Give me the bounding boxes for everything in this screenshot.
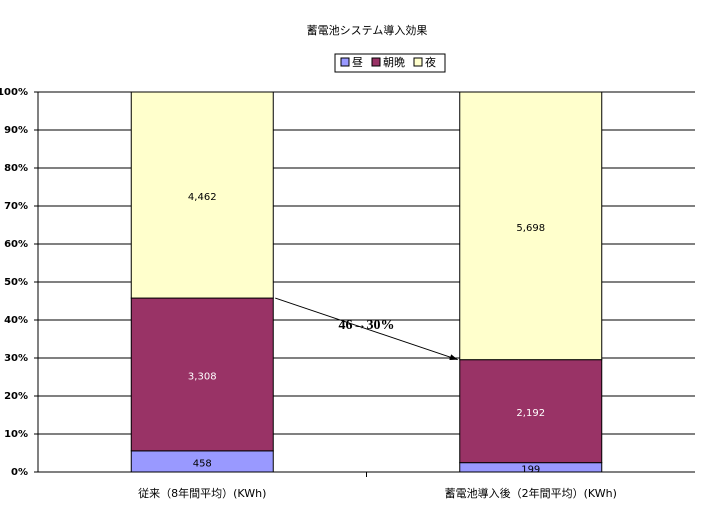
value-label: 4,462	[188, 192, 217, 203]
value-label: 458	[193, 458, 212, 469]
x-tick-label: 従来（8年間平均）(KWh)	[138, 486, 266, 500]
y-tick-label: 10%	[4, 429, 28, 440]
legend-label: 夜	[425, 55, 436, 69]
bar-segment	[130, 297, 274, 452]
y-tick-label: 60%	[4, 239, 28, 250]
value-label: 2,192	[516, 408, 545, 419]
bar-segment	[130, 91, 274, 299]
x-tick-label: 蓄電池導入後（2年間平均）(KWh)	[445, 486, 617, 500]
legend-swatch	[413, 57, 423, 67]
legend-label: 昼	[352, 56, 363, 69]
value-label: 199	[521, 464, 540, 475]
bar-segment	[459, 91, 603, 361]
arrow	[275, 297, 458, 361]
y-tick-label: 80%	[4, 163, 28, 174]
y-tick-label: 0%	[11, 467, 28, 478]
y-tick-label: 50%	[4, 277, 28, 288]
legend-swatch	[371, 57, 381, 67]
legend-swatch	[340, 57, 350, 67]
annotation: 46→30%	[339, 318, 395, 333]
y-tick-label: 30%	[4, 353, 28, 364]
chart-title: 蓄電池システム導入効果	[307, 23, 428, 37]
y-tick-label: 100%	[0, 87, 28, 98]
value-label: 3,308	[188, 371, 217, 382]
y-tick-label: 40%	[4, 315, 28, 326]
y-tick-label: 20%	[4, 391, 28, 402]
y-tick-label: 90%	[4, 125, 28, 136]
value-label: 5,698	[516, 223, 545, 234]
y-tick-label: 70%	[4, 201, 28, 212]
legend-label: 朝晩	[383, 56, 405, 69]
bar-segment	[459, 359, 603, 464]
